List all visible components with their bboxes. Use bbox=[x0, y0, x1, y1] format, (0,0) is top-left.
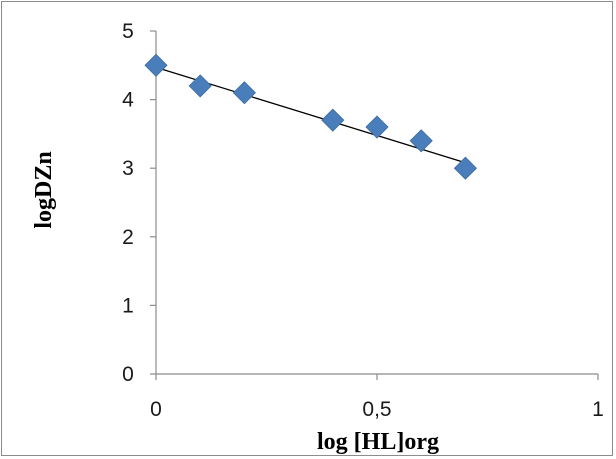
y-tick-label: 3 bbox=[122, 157, 134, 180]
y-axis-title: logDZn bbox=[31, 151, 57, 228]
data-point-marker bbox=[409, 129, 433, 153]
y-tick-label: 5 bbox=[122, 20, 134, 43]
x-tick-label: 0,5 bbox=[362, 398, 391, 421]
data-points-layer bbox=[144, 53, 477, 180]
y-tick-label: 1 bbox=[122, 294, 134, 317]
y-axis bbox=[150, 30, 157, 375]
data-point-marker bbox=[365, 115, 389, 139]
x-axis-title: log [HL]org bbox=[317, 429, 439, 455]
data-point-marker bbox=[188, 74, 212, 98]
x-tick-label: 0 bbox=[150, 398, 162, 421]
tick-labels-layer: 0 1 2 3 4 5 0 0,5 1 bbox=[122, 20, 604, 421]
y-tick-label: 0 bbox=[122, 363, 134, 386]
x-axis bbox=[155, 373, 599, 380]
data-point-marker bbox=[144, 53, 168, 77]
data-point-marker bbox=[321, 108, 345, 132]
x-tick-label: 1 bbox=[592, 398, 604, 421]
y-tick-label: 4 bbox=[122, 89, 134, 112]
data-point-marker bbox=[453, 156, 477, 180]
y-tick-label: 2 bbox=[122, 226, 134, 249]
data-point-marker bbox=[232, 81, 256, 105]
